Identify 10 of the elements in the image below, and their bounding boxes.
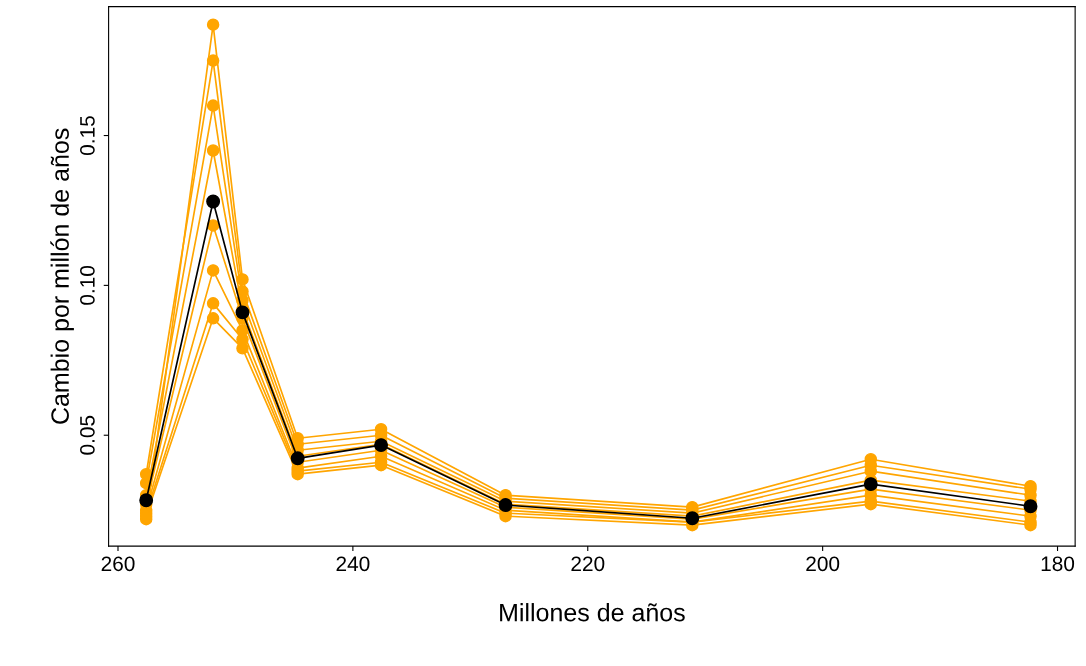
x-tick-label: 240 [336, 556, 370, 572]
y-tick-label: 0.05 [80, 415, 95, 455]
x-axis-title: Millones de años [500, 603, 685, 622]
x-tick-label: 200 [806, 556, 840, 572]
y-tick-label: 0.10 [80, 265, 95, 305]
x-tick-label: 260 [101, 556, 135, 572]
y-axis-title: Cambio por millón de años [50, 128, 74, 424]
x-tick-label: 220 [571, 556, 605, 572]
x-tick-label: 180 [1041, 556, 1075, 572]
y-tick-label: 0.15 [80, 116, 95, 155]
